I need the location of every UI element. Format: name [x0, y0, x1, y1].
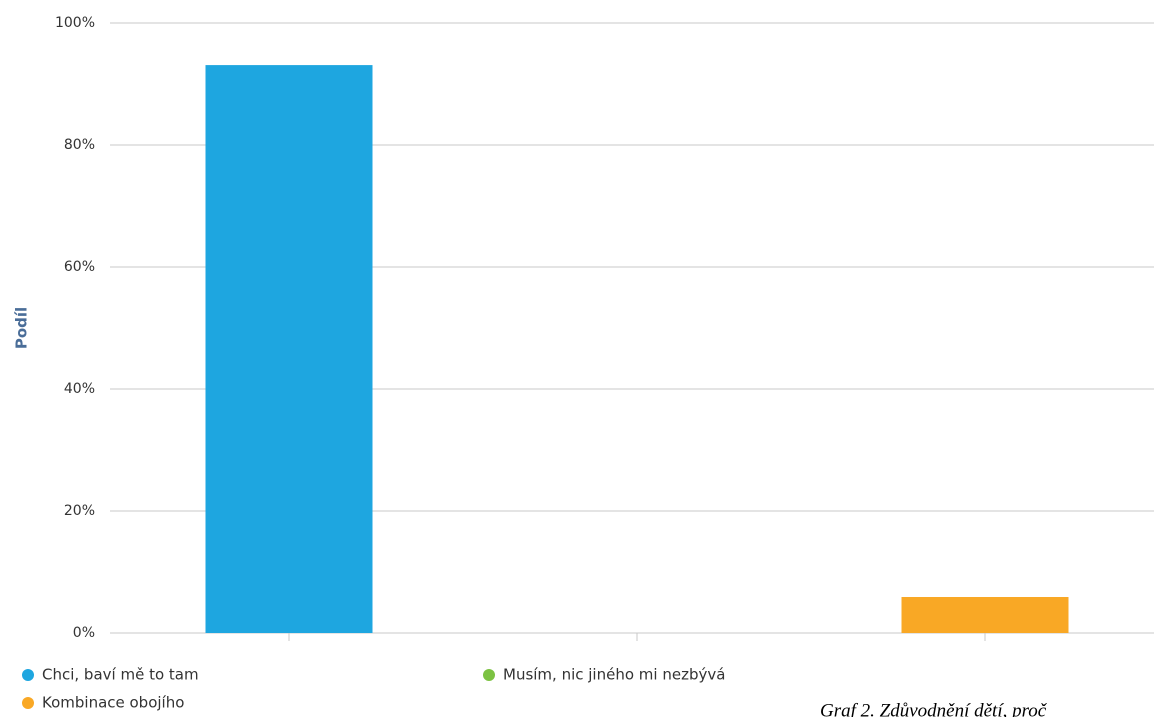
y-tick-label: 80%	[64, 137, 95, 153]
y-tick-label: 20%	[64, 503, 95, 519]
legend-label: Kombinace obojího	[42, 694, 184, 712]
legend-label: Chci, baví mě to tam	[42, 666, 199, 684]
legend-label: Musím, nic jiného mi nezbývá	[503, 666, 725, 684]
legend-marker	[483, 669, 495, 681]
bar	[205, 65, 373, 634]
caption: Graf 2. Zdůvodnění dětí, proč	[820, 700, 1048, 717]
y-tick-label: 60%	[64, 259, 95, 275]
y-tick-label: 40%	[64, 381, 95, 397]
y-tick-label: 100%	[55, 15, 95, 31]
bar	[901, 597, 1069, 633]
legend-marker	[22, 669, 34, 681]
y-tick-label: 0%	[73, 625, 95, 641]
legend-marker	[22, 697, 34, 709]
y-axis-title: Podíl	[13, 307, 31, 349]
